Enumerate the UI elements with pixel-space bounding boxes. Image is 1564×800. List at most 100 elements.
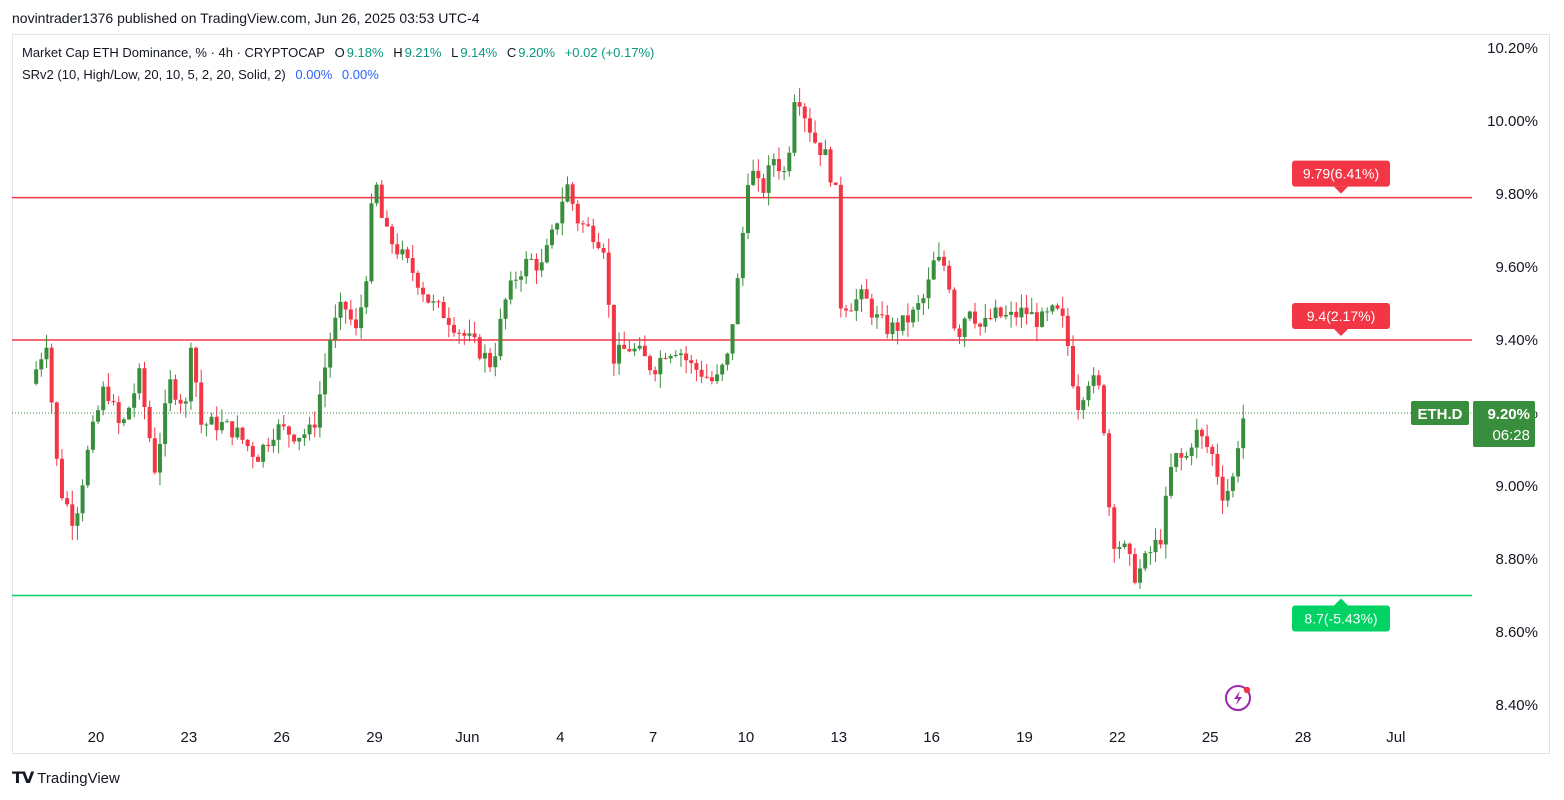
x-tick-label: 10 xyxy=(738,729,755,746)
candle-body xyxy=(648,356,653,371)
candle-body xyxy=(1184,455,1189,458)
candle-body xyxy=(96,410,101,422)
candle-body xyxy=(1179,453,1184,458)
replay-lightning-icon[interactable] xyxy=(1225,685,1251,711)
candle-body xyxy=(993,307,998,319)
candle-body xyxy=(900,315,905,331)
candle-body xyxy=(426,294,431,303)
candle-body xyxy=(1132,554,1137,583)
candle-body xyxy=(297,437,302,442)
x-tick-label: 20 xyxy=(88,729,105,746)
candle-body xyxy=(715,374,720,382)
candle-body xyxy=(942,256,947,266)
candle-body xyxy=(168,379,173,404)
candle-body xyxy=(1003,314,1008,317)
candle-body xyxy=(353,319,358,329)
candle-body xyxy=(735,278,740,325)
candle-body xyxy=(1050,305,1055,312)
candle-body xyxy=(978,323,983,327)
candle-body xyxy=(962,318,967,337)
candle-body xyxy=(338,301,343,318)
candle-body xyxy=(601,248,606,253)
candle-body xyxy=(194,347,199,383)
candle-body xyxy=(405,249,410,259)
candle-body xyxy=(1055,305,1060,309)
candle-body xyxy=(111,400,116,403)
candle-body xyxy=(199,382,204,425)
candle-body xyxy=(364,281,369,308)
candle-body xyxy=(972,311,977,324)
candle-body xyxy=(998,307,1003,317)
x-tick-label: 19 xyxy=(1016,729,1033,746)
candle-body xyxy=(678,353,683,355)
candle-body xyxy=(374,184,379,204)
candle-body xyxy=(1060,308,1065,316)
current-price-value: 9.20% xyxy=(1487,406,1530,423)
candle-body xyxy=(1148,552,1153,554)
candle-body xyxy=(132,393,137,408)
candle-body xyxy=(926,279,931,299)
level-pointer xyxy=(1334,598,1348,606)
candle-body xyxy=(281,424,286,427)
candle-body xyxy=(1236,448,1241,477)
candle-body xyxy=(65,498,70,505)
symbol-legend: Market Cap ETH Dominance, % · 4h · CRYPT… xyxy=(22,45,656,60)
candle-body xyxy=(1086,385,1091,401)
candle-body xyxy=(1168,466,1173,496)
candle-body xyxy=(709,377,714,382)
candle-body xyxy=(818,142,823,156)
x-tick-label: Jun xyxy=(455,729,479,746)
candle-body xyxy=(890,322,895,335)
candle-body xyxy=(632,348,637,352)
candle-body xyxy=(627,348,632,352)
candle-body xyxy=(255,456,260,462)
candle-body xyxy=(838,184,843,309)
candle-body xyxy=(137,368,142,394)
symbol-title[interactable]: Market Cap ETH Dominance, % · 4h · CRYPT… xyxy=(22,45,325,60)
x-tick-label: 25 xyxy=(1202,729,1219,746)
candle-body xyxy=(204,424,209,426)
indicator-title[interactable]: SRv2 (10, High/Low, 20, 10, 5, 2, 20, So… xyxy=(22,67,286,82)
candle-body xyxy=(369,203,374,282)
low-label: L xyxy=(451,45,459,60)
candle-body xyxy=(1117,547,1122,549)
x-tick-label: 13 xyxy=(830,729,847,746)
candle-body xyxy=(400,249,405,255)
candle-body xyxy=(451,324,456,333)
candle-body xyxy=(952,289,957,329)
candle-body xyxy=(39,359,44,370)
candle-body xyxy=(498,318,503,357)
bar-countdown: 06:28 xyxy=(1492,427,1530,444)
tradingview-logo[interactable]: 𝗧𝗩 TradingView xyxy=(12,768,120,788)
candle-body xyxy=(771,159,776,166)
candle-body xyxy=(106,386,111,401)
candle-body xyxy=(673,354,678,356)
candle-body xyxy=(622,344,627,349)
candle-body xyxy=(271,439,276,447)
candle-body xyxy=(524,258,529,277)
candle-body xyxy=(178,399,183,404)
candle-body xyxy=(1189,447,1194,456)
candle-body xyxy=(1070,345,1075,387)
candle-body xyxy=(90,421,95,450)
level-label: 9.4(2.17%) xyxy=(1307,308,1375,324)
candle-body xyxy=(874,314,879,318)
candle-body xyxy=(462,333,467,336)
candle-body xyxy=(802,106,807,119)
candle-body xyxy=(163,403,168,444)
x-tick-label: 28 xyxy=(1295,729,1312,746)
candle-body xyxy=(446,318,451,325)
candle-body xyxy=(395,244,400,255)
support-level-badge xyxy=(1292,605,1390,632)
chart-frame[interactable] xyxy=(12,34,1550,754)
candle-body xyxy=(225,421,230,423)
y-tick-label: 8.80% xyxy=(1495,551,1538,568)
candle-body xyxy=(183,401,188,404)
x-tick-label: 23 xyxy=(181,729,198,746)
candle-body xyxy=(565,184,570,202)
y-tick-label: 9.00% xyxy=(1495,478,1538,495)
candle-body xyxy=(431,301,436,303)
candle-body xyxy=(761,178,766,193)
candle-body xyxy=(1076,386,1081,410)
